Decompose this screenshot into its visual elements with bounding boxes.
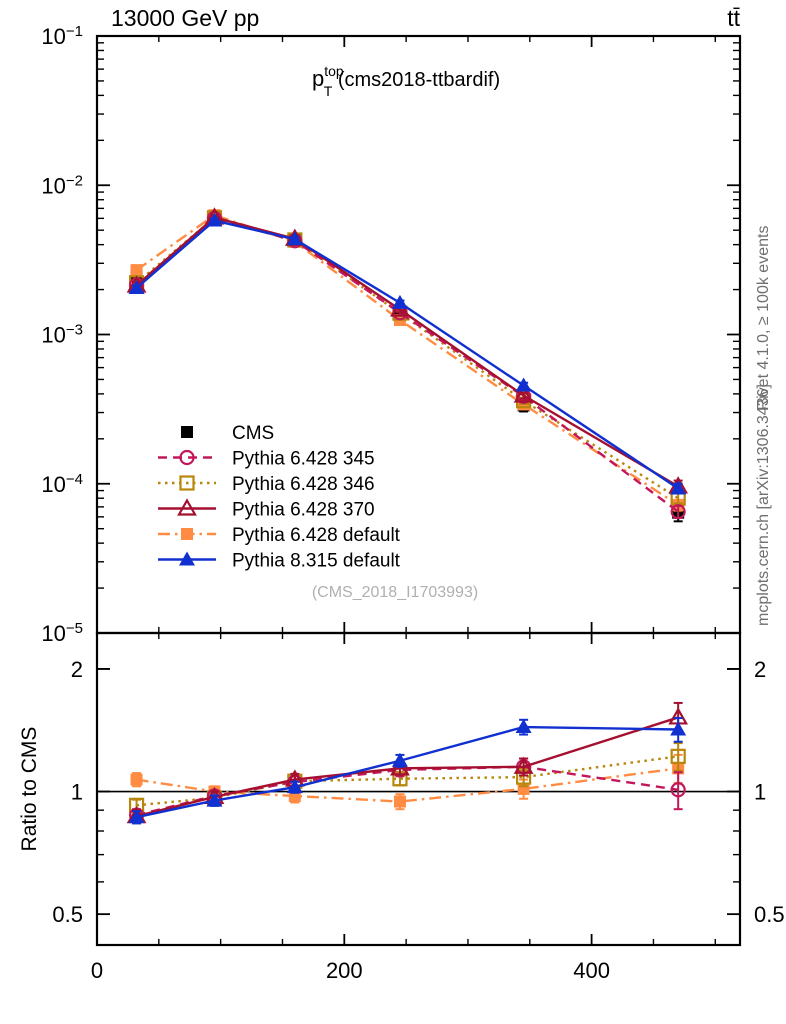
data-marker — [513, 385, 534, 403]
data-marker — [670, 480, 687, 495]
header-process-label: tt̄ — [727, 5, 740, 31]
data-marker — [181, 528, 193, 540]
data-marker — [128, 809, 145, 824]
data-marker — [391, 294, 408, 309]
series-line — [135, 216, 679, 500]
ratio-y-tick-label-right: 1 — [754, 780, 766, 805]
data-marker — [515, 377, 532, 392]
legend-entry-cms[interactable]: CMS — [181, 423, 274, 444]
series-cms — [130, 209, 685, 523]
data-marker — [206, 212, 223, 227]
legend-label: Pythia 6.428 default — [232, 525, 401, 546]
data-marker — [128, 279, 145, 294]
ratio-panel-frame — [95, 631, 742, 947]
legend-entry-pythia-6-428-346[interactable]: Pythia 6.428 346 — [158, 474, 375, 495]
data-marker — [286, 231, 303, 246]
ratio-y-tick-label: 2 — [71, 657, 83, 682]
legend-label: Pythia 8.315 default — [232, 551, 401, 572]
y-tick-label: 10−5 — [41, 620, 83, 647]
data-marker — [179, 475, 195, 491]
data-marker — [670, 748, 686, 764]
series-pythia-6-428-370 — [126, 207, 689, 494]
y-tick-label: 10−1 — [41, 23, 83, 50]
ratio-y-tick-label: 0.5 — [52, 902, 83, 927]
plot-title: ptop T (cms2018-ttbardif) — [312, 63, 500, 99]
x-tick-label: 0 — [91, 958, 103, 983]
ratio-y-tick-label: 1 — [71, 780, 83, 805]
dataset-watermark: (CMS_2018_I1703993) — [312, 584, 478, 601]
series-pythia-6-428-default — [130, 209, 685, 512]
series-line — [135, 213, 679, 507]
series-pythia-8-315-default — [128, 212, 687, 495]
ratio-y-tick-label-right: 2 — [754, 657, 766, 682]
legend-entry-pythia-6-428-345[interactable]: Pythia 6.428 345 — [158, 449, 375, 470]
data-marker — [670, 782, 686, 798]
data-marker — [206, 792, 223, 807]
x-tick-label: 400 — [573, 958, 610, 983]
legend-label: CMS — [232, 423, 274, 444]
data-marker — [286, 779, 303, 794]
header-beam-label: 13000 GeV pp — [111, 5, 259, 31]
y-tick-label: 10−2 — [41, 172, 83, 199]
legend-label: Pythia 6.428 346 — [232, 474, 375, 495]
data-marker — [177, 498, 197, 516]
series-line — [135, 219, 679, 490]
data-marker — [179, 449, 195, 466]
series-line — [135, 217, 679, 513]
data-marker — [670, 504, 686, 520]
x-tick-label: 200 — [326, 958, 363, 983]
legend-label: Pythia 6.428 370 — [232, 500, 375, 521]
series-pythia-8-315-default — [128, 717, 687, 825]
data-marker — [181, 426, 193, 438]
data-marker — [130, 773, 143, 786]
data-marker — [515, 719, 532, 734]
data-marker — [179, 551, 195, 566]
data-marker — [670, 721, 687, 736]
data-marker — [513, 756, 534, 774]
data-marker — [130, 264, 143, 277]
legend-entry-pythia-8-315-default[interactable]: Pythia 8.315 default — [158, 551, 401, 572]
y-tick-label: 10−4 — [41, 470, 83, 497]
series-line — [136, 725, 679, 819]
data-marker — [393, 795, 406, 808]
data-marker — [391, 752, 408, 767]
y-tick-label: 10−3 — [41, 321, 83, 348]
ratio-y-tick-label-right: 0.5 — [754, 902, 785, 927]
legend-label: Pythia 6.428 345 — [232, 449, 375, 470]
series-pythia-6-428-346 — [128, 210, 686, 506]
series-line — [135, 216, 679, 488]
legend-entry-pythia-6-428-370[interactable]: Pythia 6.428 370 — [158, 498, 375, 521]
side-text-mcplots: mcplots.cern.ch [arXiv:1306.3436] — [755, 384, 772, 626]
series-pythia-6-428-345 — [128, 210, 686, 520]
main-panel-frame — [95, 34, 742, 635]
legend-entry-pythia-6-428-default[interactable]: Pythia 6.428 default — [158, 525, 401, 546]
side-text-rivet: Rivet 4.1.0, ≥ 100k events — [755, 226, 772, 411]
ratio-axis-label: Ratio to CMS — [18, 727, 41, 852]
